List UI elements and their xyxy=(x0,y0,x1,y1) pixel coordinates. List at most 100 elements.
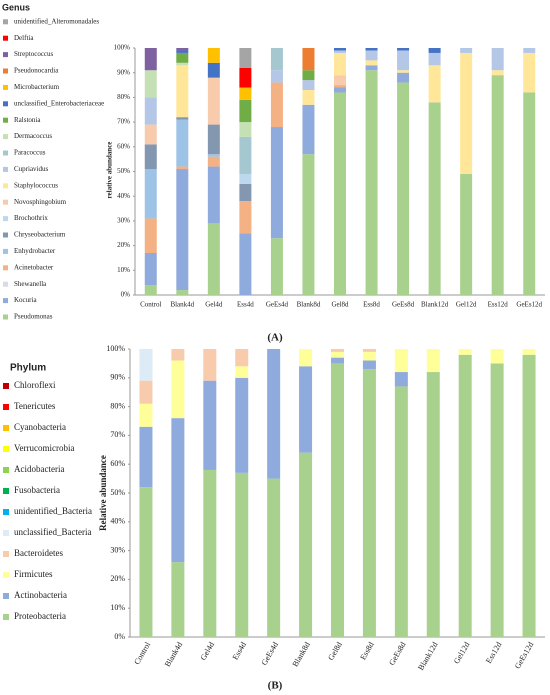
bar-segment xyxy=(490,349,504,364)
bar-segment xyxy=(426,372,440,637)
x-tick-label: Blank12d xyxy=(416,640,439,671)
legend-swatch xyxy=(3,150,8,156)
bar-segment xyxy=(522,349,536,355)
y-tick-label: 50% xyxy=(117,167,130,175)
x-tick-label: Ess8d xyxy=(363,301,380,309)
legend-swatch xyxy=(3,216,8,222)
bar-segment xyxy=(207,154,220,157)
bar-segment xyxy=(428,65,441,103)
y-tick-label: 0% xyxy=(121,291,131,299)
legend-swatch xyxy=(3,232,8,238)
y-tick-label: 10% xyxy=(110,603,125,612)
legend-swatch xyxy=(3,84,8,90)
legend-swatch xyxy=(3,467,9,473)
x-tick-label: GeEs4d xyxy=(260,640,280,666)
bar-segment xyxy=(176,119,189,167)
bar-segment xyxy=(270,48,283,71)
bar-segment xyxy=(203,469,217,637)
x-tick-label: Blank4d xyxy=(170,301,194,309)
x-tick-label: GeEs4d xyxy=(266,301,289,309)
bar-segment xyxy=(299,452,313,637)
bar-segment xyxy=(144,144,157,170)
bar-segment xyxy=(176,169,189,291)
legend-label: Tenericutes xyxy=(14,401,56,411)
bar-segment xyxy=(428,102,441,295)
legend-swatch xyxy=(3,52,8,58)
bar-segment xyxy=(144,285,157,295)
bar-segment xyxy=(144,48,157,71)
bar-segment xyxy=(334,92,346,296)
bar-segment xyxy=(331,363,344,637)
bar-segment xyxy=(176,62,189,66)
bar-segment xyxy=(523,92,536,296)
x-tick-label: Blank8d xyxy=(291,640,312,668)
bar-segment xyxy=(334,48,346,51)
legend-swatch xyxy=(3,166,8,172)
legend-swatch xyxy=(3,488,9,494)
legend-label: Streptococcus xyxy=(14,50,54,58)
legend-swatch xyxy=(3,509,9,515)
legend-label: unclassified_Bacteria xyxy=(14,527,91,537)
x-tick-label: GeEs12d xyxy=(513,640,535,670)
y-tick-label: 40% xyxy=(117,192,130,200)
bar-segment xyxy=(365,70,378,295)
bar-segment xyxy=(267,478,281,637)
legend-swatch xyxy=(3,383,9,389)
bar-segment xyxy=(426,349,440,373)
legend-swatch xyxy=(3,199,8,205)
x-tick-label: Control xyxy=(132,640,152,666)
y-tick-label: 20% xyxy=(117,241,130,249)
bar-segment xyxy=(299,349,313,367)
y-tick-label: 90% xyxy=(117,68,130,76)
legend-label: Brochothrix xyxy=(14,214,48,222)
legend-swatch xyxy=(3,314,8,320)
bar-segment xyxy=(302,104,315,155)
bar-segment xyxy=(176,290,189,295)
legend-label: Delftia xyxy=(14,34,34,42)
legend-label: Cupriavidus xyxy=(14,165,48,173)
legend-label: Acidobacteria xyxy=(14,464,64,474)
legend-label: Proteobacteria xyxy=(14,611,66,621)
bar-segment xyxy=(334,52,346,76)
legend-label: Chryseobacterium xyxy=(14,231,66,239)
x-tick-label: GeEs8d xyxy=(392,301,415,309)
legend-swatch xyxy=(3,593,9,599)
bar-segment xyxy=(334,87,346,93)
bar-segment xyxy=(144,253,157,286)
bar-segment xyxy=(239,48,252,68)
x-tick-label: GeEs12d xyxy=(516,301,542,309)
bar-segment xyxy=(331,357,344,364)
bar-segment xyxy=(144,169,157,219)
bar-segment xyxy=(302,154,315,295)
x-tick-label: Ess12d xyxy=(484,640,503,665)
y-tick-label: 80% xyxy=(110,401,125,410)
legend-label: Pseudonocardia xyxy=(14,67,59,75)
bar-segment xyxy=(331,349,344,352)
legend-label: Bacteroidetes xyxy=(14,548,63,558)
bar-segment xyxy=(235,377,249,473)
bar-segment xyxy=(139,349,153,381)
legend-label: Kocuria xyxy=(14,296,37,304)
y-tick-label: 60% xyxy=(110,459,125,468)
bar-segment xyxy=(397,50,410,71)
y-tick-label: 50% xyxy=(110,488,125,497)
legend-swatch xyxy=(3,572,9,578)
bar-segment xyxy=(365,50,378,61)
y-tick-label: 0% xyxy=(114,632,125,641)
bar-segment xyxy=(139,403,153,427)
bar-segment xyxy=(144,124,157,145)
x-tick-label: Blank8d xyxy=(297,301,321,309)
x-tick-label: Ess12d xyxy=(488,301,509,309)
legend-label: Shewanella xyxy=(14,280,47,288)
legend-swatch xyxy=(3,134,8,140)
legend-label: Enhydrobacter xyxy=(14,247,56,255)
bar-segment xyxy=(299,366,313,453)
bar-segment xyxy=(139,380,153,404)
bar-segment xyxy=(267,349,281,479)
bar-segment xyxy=(171,349,185,361)
legend-label: Pseudomonas xyxy=(14,313,53,321)
bar-segment xyxy=(171,562,185,637)
legend-swatch xyxy=(3,446,9,452)
bar-segment xyxy=(270,238,283,295)
legend-swatch xyxy=(3,68,8,74)
